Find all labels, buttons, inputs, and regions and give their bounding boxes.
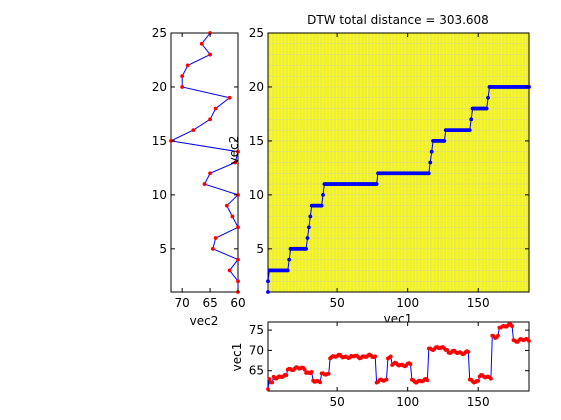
warping-path-point: [307, 225, 311, 230]
warping-path-point: [285, 268, 290, 273]
warping-path-point: [429, 149, 434, 154]
main-ytick-label: 15: [249, 134, 264, 148]
vec1-point: [309, 370, 314, 374]
vec2-point: [208, 117, 212, 122]
main-ytick-label: 10: [249, 188, 264, 202]
warping-path-point: [305, 236, 310, 240]
vec2-point: [236, 279, 240, 284]
vec2-ytick-label: 25: [152, 26, 167, 40]
vec1-ytick-label: 70: [249, 343, 264, 357]
vec1-point: [284, 373, 289, 378]
main-ytick-label: 20: [249, 80, 264, 94]
vec2-point: [236, 149, 240, 154]
vec1-point: [496, 333, 500, 338]
vec2-point: [202, 182, 207, 186]
vec1-point: [476, 378, 481, 383]
vec1-point: [527, 339, 531, 343]
main-xtick-label: 50: [329, 296, 344, 310]
vec1-xtick-label: 150: [467, 395, 490, 409]
warping-path-point: [308, 214, 313, 219]
warping-path-point: [319, 203, 324, 208]
vec1-ytick-label: 65: [249, 364, 264, 378]
warping-path-point: [304, 246, 308, 251]
warping-path-point: [266, 290, 270, 294]
vec2-point: [236, 257, 240, 262]
warping-path-point: [484, 106, 489, 111]
warping-path-point: [428, 160, 433, 165]
warping-path-grid: [267, 32, 530, 293]
vec1-point: [425, 378, 430, 383]
vec2-ticks: 70 65 60 5 10 15 20 25: [152, 26, 246, 310]
warping-path-point: [374, 182, 379, 186]
vec2-point: [191, 128, 196, 133]
vec2-xtick-label: 60: [230, 296, 245, 310]
vec2-point: [224, 203, 229, 208]
vec2-panel: 70 65 60 5 10 15 20 25 vec2: [152, 26, 246, 328]
vec2-ytick-label: 10: [152, 188, 167, 202]
warping-path-point: [321, 192, 325, 197]
warping-path-point: [442, 139, 447, 143]
vec2-point: [236, 225, 240, 230]
main-xtick-label: 100: [396, 296, 419, 310]
vec2-point: [180, 74, 185, 79]
vec2-ytick-label: 15: [152, 134, 167, 148]
vec1-panel-frame: [267, 321, 530, 392]
vec1-point: [318, 380, 323, 385]
vec1-point: [267, 377, 272, 381]
vec1-point: [302, 367, 307, 372]
vec1-point: [489, 376, 493, 381]
vec2-point: [185, 63, 190, 68]
vec1-point: [270, 380, 275, 385]
warping-path-point: [469, 117, 474, 122]
warping-path-ylabel: vec2: [227, 136, 241, 165]
vec2-point: [213, 106, 218, 111]
vec2-xtick-label: 70: [175, 296, 190, 310]
vec2-point: [233, 160, 238, 165]
vec1-point: [266, 387, 270, 391]
vec1-point: [384, 377, 389, 382]
vec1-ticks: 50 100 150 65 70 75: [249, 322, 529, 409]
vec2-point: [227, 268, 232, 273]
vec2-marks: [169, 31, 240, 294]
vec2-point: [227, 95, 232, 100]
vec2-point: [213, 236, 218, 240]
vec1-point: [408, 362, 413, 367]
vec2-xtick-label: 65: [202, 296, 217, 310]
main-xtick-label: 150: [467, 296, 490, 310]
vec2-xlabel: vec2: [190, 314, 219, 328]
vec2-point: [208, 52, 212, 57]
warping-path-marks: [266, 85, 531, 294]
vec1-marks: [266, 322, 531, 391]
warping-path-point: [287, 257, 292, 262]
vec1-ytick-label: 75: [249, 323, 264, 337]
warping-path-point: [426, 171, 431, 176]
vec2-ytick-label: 20: [152, 80, 167, 94]
vec2-point: [230, 214, 235, 219]
vec2-point: [208, 171, 212, 176]
main-ytick-label: 5: [256, 242, 264, 256]
vec1-xtick-label: 50: [329, 395, 344, 409]
vec1-point: [510, 324, 514, 328]
vec2-point: [210, 246, 215, 251]
vec1-panel: 50 100 150 65 70 75 vec1: [230, 321, 531, 409]
warping-path-point: [486, 95, 490, 100]
vec2-point: [180, 85, 185, 89]
warping-path-point: [467, 128, 472, 133]
vec1-ylabel: vec1: [230, 343, 244, 372]
main-ytick-label: 25: [249, 26, 264, 40]
vec1-point: [388, 354, 393, 359]
warping-path-frame: [267, 32, 530, 293]
warping-path-point: [266, 279, 270, 284]
vec1-xtick-label: 100: [396, 395, 419, 409]
warping-path-panel: 50 100 150 5 10 15 20 25 DTW total distance = 3…: [227, 13, 531, 326]
vec1-point: [326, 371, 331, 376]
vec1-point: [373, 354, 378, 359]
vec2-ytick-label: 5: [159, 242, 167, 256]
vec1-point: [466, 349, 471, 354]
chart-title: DTW total distance = 303.608: [307, 13, 489, 27]
vec2-point: [199, 41, 204, 46]
warping-path-ticks: 50 100 150 5 10 15 20 25: [249, 26, 529, 310]
